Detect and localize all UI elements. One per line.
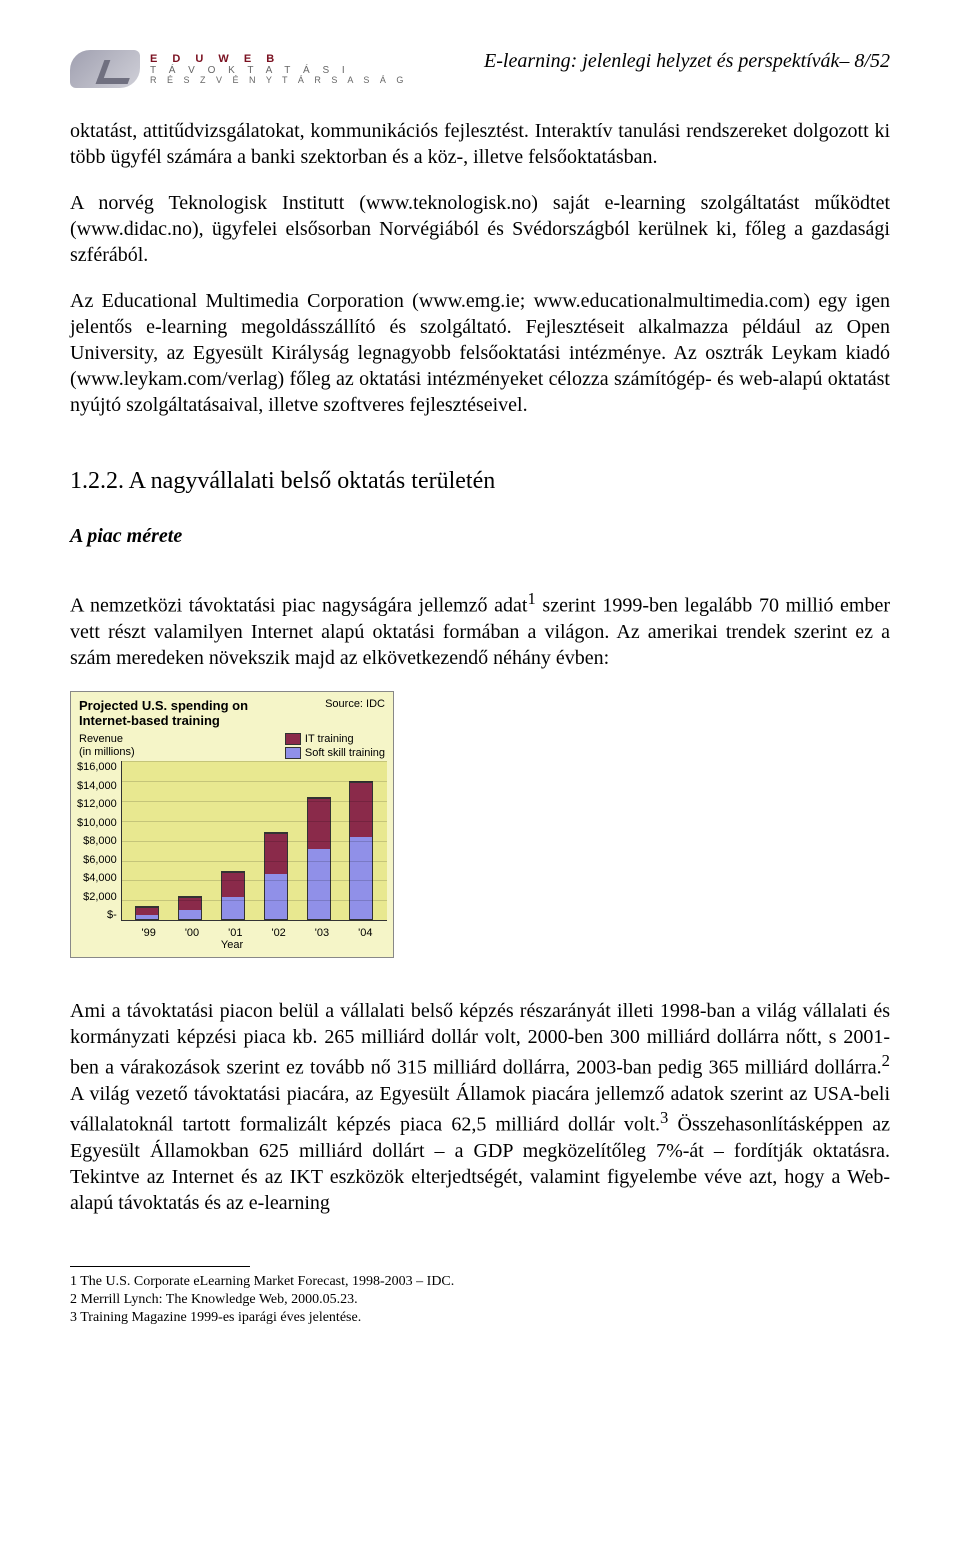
chart-y-axis: $16,000 $14,000 $12,000 $10,000 $8,000 $6,000… — [77, 761, 121, 921]
footnote-ref-2: 2 — [882, 1051, 890, 1070]
grid-line — [122, 861, 387, 862]
y-tick: $6,000 — [77, 854, 117, 866]
bar-segment-it — [136, 907, 158, 915]
chart-x-axis: '99 '00 '01 '02 '03 '04 — [71, 925, 393, 939]
bar — [221, 871, 245, 920]
y-tick: $2,000 — [77, 891, 117, 903]
x-tick: '02 — [271, 927, 285, 939]
paragraph-4-prefix: A nemzetközi távoktatási piac nagyságára… — [70, 595, 527, 617]
footnote-1: 1 The U.S. Corporate eLearning Market Fo… — [70, 1273, 890, 1291]
footnote-2: 2 Merrill Lynch: The Knowledge Web, 2000… — [70, 1291, 890, 1309]
chart-title-line2: Internet-based training — [79, 713, 220, 728]
spending-chart: Projected U.S. spending on Internet-base… — [70, 691, 394, 959]
legend-swatch-soft — [285, 747, 301, 759]
footnote-3: 3 Training Magazine 1999-es iparági éves… — [70, 1309, 890, 1327]
logo-icon — [70, 50, 140, 88]
paragraph-2: A norvég Teknologisk Institutt (www.tekn… — [70, 190, 890, 268]
paragraph-4: A nemzetközi távoktatási piac nagyságára… — [70, 588, 890, 671]
logo: E D U W E B T Á V O K T A T Á S I R É S … — [70, 50, 407, 88]
footnote-ref-1: 1 — [527, 589, 535, 608]
legend-label-it: IT training — [305, 733, 354, 745]
page-header: E D U W E B T Á V O K T A T Á S I R É S … — [70, 50, 890, 88]
legend-item-it: IT training — [285, 733, 385, 745]
y-tick: $10,000 — [77, 817, 117, 829]
paragraph-1: oktatást, attitűdvizsgálatokat, kommunik… — [70, 118, 890, 170]
chart-legend: IT training Soft skill training — [285, 733, 385, 759]
x-tick: '01 — [228, 927, 242, 939]
bar-segment-soft — [350, 837, 372, 919]
y-tick: $- — [77, 909, 117, 921]
paragraph-3: Az Educational Multimedia Corporation (w… — [70, 288, 890, 418]
bar — [135, 906, 159, 920]
chart-title: Projected U.S. spending on Internet-base… — [79, 698, 248, 729]
bar-segment-soft — [136, 915, 158, 919]
chart-title-line1: Projected U.S. spending on — [79, 698, 248, 713]
legend-swatch-it — [285, 733, 301, 745]
grid-line — [122, 841, 387, 842]
chart-revenue-label: Revenue (in millions) — [79, 733, 135, 759]
grid-line — [122, 821, 387, 822]
bar — [264, 832, 288, 920]
x-tick: '00 — [185, 927, 199, 939]
paragraph-5a: Ami a távoktatási piacon belül a vállala… — [70, 1000, 890, 1079]
logo-text: E D U W E B T Á V O K T A T Á S I R É S … — [150, 53, 407, 86]
bar-segment-soft — [179, 910, 201, 919]
y-tick: $8,000 — [77, 835, 117, 847]
y-tick: $16,000 — [77, 761, 117, 773]
grid-line — [122, 761, 387, 762]
x-tick: '04 — [358, 927, 372, 939]
grid-line — [122, 801, 387, 802]
bar-segment-it — [265, 833, 287, 874]
grid-line — [122, 880, 387, 881]
legend-label-soft: Soft skill training — [305, 747, 385, 759]
logo-line2: T Á V O K T A T Á S I — [150, 65, 407, 76]
chart-revenue-line1: Revenue — [79, 733, 123, 745]
chart-revenue-line2: (in millions) — [79, 746, 135, 758]
x-tick: '03 — [315, 927, 329, 939]
y-tick: $14,000 — [77, 780, 117, 792]
paragraph-5: Ami a távoktatási piacon belül a vállala… — [70, 998, 890, 1215]
section-heading: 1.2.2. A nagyvállalati belső oktatás ter… — [70, 468, 890, 495]
y-tick: $4,000 — [77, 872, 117, 884]
section-subheading: A piac mérete — [70, 525, 890, 548]
running-title: E-learning: jelenlegi helyzet és perspek… — [484, 50, 890, 73]
chart-plot-area — [121, 761, 387, 921]
bar-segment-it — [222, 872, 244, 897]
chart-x-label: Year — [71, 939, 393, 957]
logo-line3: R É S Z V É N Y T Á R S A S Á G — [150, 76, 407, 86]
legend-item-soft: Soft skill training — [285, 747, 385, 759]
bar-segment-it — [350, 782, 372, 837]
grid-line — [122, 900, 387, 901]
bar — [307, 797, 331, 920]
bar-segment-it — [179, 897, 201, 910]
y-tick: $12,000 — [77, 798, 117, 810]
logo-line1: E D U W E B — [150, 53, 407, 65]
footnote-separator — [70, 1266, 250, 1267]
chart-source: Source: IDC — [325, 698, 385, 729]
grid-line — [122, 781, 387, 782]
x-tick: '99 — [141, 927, 155, 939]
